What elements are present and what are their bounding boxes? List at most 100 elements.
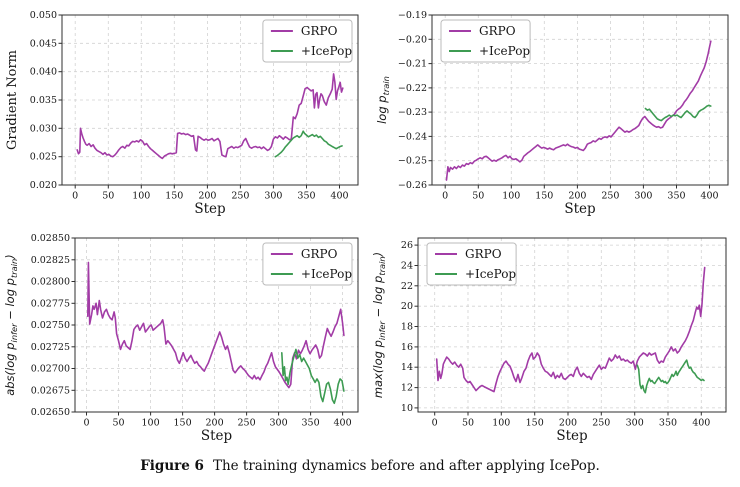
legend-label-icepop: +IcePop — [301, 44, 352, 58]
x-tick-label: 350 — [667, 191, 685, 202]
y-tick-label: 16 — [401, 342, 413, 353]
y-tick-label: 0.045 — [30, 38, 57, 49]
y-tick-label: 0.050 — [30, 10, 57, 21]
x-tick-label: 50 — [102, 191, 114, 202]
axes-frame — [431, 14, 729, 186]
x-tick-label: 0 — [83, 418, 89, 429]
x-tick-label: 0 — [72, 191, 78, 202]
y-tick-label: 0.02700 — [31, 364, 70, 375]
x-tick-label: 200 — [198, 191, 216, 202]
x-axis-label: Step — [201, 428, 232, 444]
y-tick-label: 0.02750 — [31, 320, 70, 331]
y-tick-label: 18 — [401, 322, 413, 333]
series-grpo-line — [435, 266, 706, 393]
x-tick-label: 150 — [526, 418, 544, 429]
legend: GRPO +IcePop — [262, 19, 353, 63]
x-axis-label: Step — [556, 428, 587, 444]
legend-label-grpo: GRPO — [465, 247, 502, 261]
y-tick-label: −0.23 — [398, 107, 427, 118]
series-icepop-line — [281, 348, 345, 405]
y-tick-label: −0.25 — [398, 156, 427, 167]
y-tick-label: 0.035 — [30, 95, 57, 106]
x-tick-label: 250 — [601, 191, 619, 202]
series-grpo-line — [445, 40, 712, 181]
charts-grid: 0 50 100 150 200 250 300 350 400 0.020 0.025 0.030 0… — [0, 0, 740, 452]
figure-caption-text: The training dynamics before and after a… — [212, 458, 600, 474]
x-tick-label: 350 — [302, 418, 320, 429]
x-tick-label: 0 — [442, 191, 448, 202]
x-tick-label: 400 — [700, 191, 718, 202]
legend: GRPO +IcePop — [426, 242, 517, 286]
x-axis-label: Step — [194, 201, 225, 217]
chart-max-logp-diff: 0 50 100 150 200 250 300 350 400 10 12 14 16 18 20 22 24… — [370, 226, 740, 452]
y-tick-label: 22 — [401, 281, 413, 292]
figure-caption: Figure 6 The training dynamics before and… — [0, 458, 740, 474]
plot-area: 0 50 100 150 200 250 300 350 400 0.020 0.025 0.030 0… — [5, 10, 359, 217]
legend-label-grpo: GRPO — [301, 247, 338, 261]
legend-label-icepop: +IcePop — [479, 44, 530, 58]
y-tick-label: 12 — [401, 383, 413, 394]
legend-label-grpo: GRPO — [301, 24, 338, 38]
x-tick-label: 250 — [238, 418, 256, 429]
x-tick-label: 300 — [634, 191, 652, 202]
x-tick-label: 250 — [231, 191, 249, 202]
x-tick-label: 100 — [142, 418, 160, 429]
x-tick-label: 100 — [502, 191, 520, 202]
x-tick-label: 300 — [626, 418, 644, 429]
x-tick-label: 150 — [535, 191, 553, 202]
y-tick-label: −0.24 — [398, 131, 427, 142]
x-tick-label: 300 — [270, 418, 288, 429]
y-tick-label: 0.040 — [30, 67, 57, 78]
x-tick-label: 200 — [568, 191, 586, 202]
y-tick-label: −0.19 — [398, 10, 427, 21]
y-tick-label: 0.025 — [30, 152, 57, 163]
chart-log-p-train: 0 50 100 150 200 250 300 350 400 −0.26 −0.25 −0.24 −… — [370, 0, 740, 226]
y-tick-label: 26 — [401, 240, 413, 251]
legend-label-grpo: GRPO — [479, 24, 516, 38]
y-axis-label: abs(log pinfer − log ptrain) — [3, 254, 19, 396]
y-axis-label: Gradient Norm — [5, 50, 20, 150]
x-tick-label: 350 — [659, 418, 677, 429]
y-tick-label: −0.26 — [398, 180, 427, 191]
x-tick-label: 200 — [206, 418, 224, 429]
x-tick-label: 300 — [264, 191, 282, 202]
series-icepop-line — [644, 104, 712, 122]
x-tick-label: 400 — [692, 418, 710, 429]
y-tick-label: 0.02825 — [31, 255, 70, 266]
x-tick-label: 100 — [132, 191, 150, 202]
y-tick-label: 0.030 — [30, 123, 57, 134]
chart-gradient-norm: 0 50 100 150 200 250 300 350 400 0.020 0.025 0.030 0… — [0, 0, 370, 226]
y-tick-label: 0.020 — [30, 180, 57, 191]
y-tick-label: 14 — [401, 362, 413, 373]
y-tick-label: 10 — [401, 403, 413, 414]
y-tick-label: 0.02675 — [31, 385, 70, 396]
legend-label-icepop: +IcePop — [465, 267, 516, 281]
y-tick-label: 0.02800 — [31, 277, 70, 288]
y-axis-label: log ptrain — [375, 76, 391, 124]
legend: GRPO +IcePop — [440, 19, 531, 63]
series-grpo-line — [87, 261, 345, 389]
legend-label-icepop: +IcePop — [301, 267, 352, 281]
plot-area: 0 50 100 150 200 250 300 350 400 0.02650 0.02675 0.… — [3, 233, 359, 444]
x-tick-label: 150 — [165, 191, 183, 202]
figure-caption-label: Figure 6 — [140, 458, 204, 474]
series-grpo-line — [76, 73, 344, 160]
y-tick-label: 0.02850 — [31, 233, 70, 244]
x-tick-label: 250 — [592, 418, 610, 429]
y-tick-label: −0.21 — [398, 59, 427, 70]
axes-frame — [417, 237, 727, 413]
plot-area: 0 50 100 150 200 250 300 350 400 10 12 14 16 18 20 22 24… — [371, 237, 727, 444]
y-tick-label: −0.22 — [398, 83, 427, 94]
y-tick-label: 24 — [401, 261, 413, 272]
x-tick-label: 100 — [492, 418, 510, 429]
y-tick-label: 0.02775 — [31, 298, 70, 309]
plot-area: 0 50 100 150 200 250 300 350 400 −0.26 −0.25 −0.24 −… — [375, 10, 729, 217]
x-tick-label: 350 — [297, 191, 315, 202]
series-icepop-line — [636, 359, 705, 394]
x-tick-label: 50 — [472, 191, 484, 202]
y-tick-label: 0.02650 — [31, 407, 70, 418]
x-tick-label: 200 — [559, 418, 577, 429]
legend: GRPO +IcePop — [262, 242, 353, 286]
x-axis-label: Step — [564, 201, 595, 217]
